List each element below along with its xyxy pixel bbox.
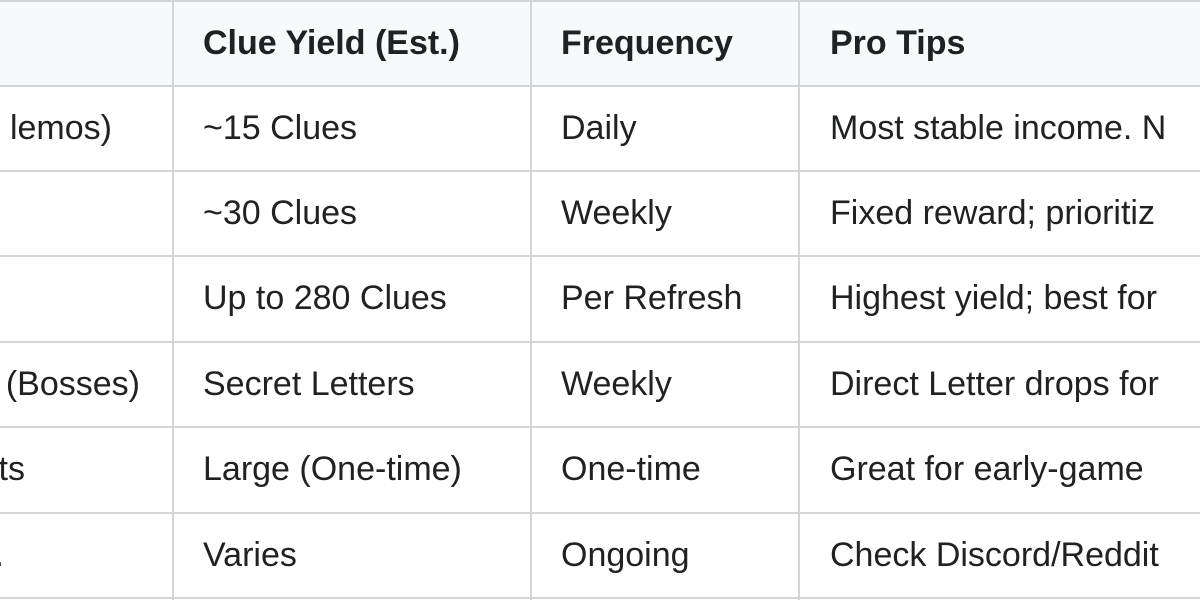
source-cell: ts xyxy=(0,450,25,488)
frequency-cell: Weekly xyxy=(561,194,672,232)
yield-cell: ~15 Clues xyxy=(203,109,358,147)
frequency-cell: One-time xyxy=(561,450,701,488)
source-cell: (Bosses) xyxy=(5,365,140,403)
divider xyxy=(0,597,1200,599)
yield-cell: Secret Letters xyxy=(203,365,415,403)
tips-cell: Fixed reward; prioritiz xyxy=(830,194,1155,232)
frequency-cell: Weekly xyxy=(561,365,672,403)
divider xyxy=(798,0,800,600)
tips-cell: Great for early-game xyxy=(830,450,1144,488)
frequency-cell: Per Refresh xyxy=(561,279,743,317)
divider xyxy=(0,255,1200,257)
divider xyxy=(0,85,1200,87)
header-clue-yield: Clue Yield (Est.) xyxy=(203,24,460,62)
divider xyxy=(0,170,1200,172)
source-cell: . xyxy=(0,535,4,575)
source-cell: lemos) xyxy=(9,109,112,147)
tips-cell: Direct Letter drops for xyxy=(830,365,1159,403)
yield-cell: Up to 280 Clues xyxy=(203,279,447,317)
tips-cell: Check Discord/Reddit xyxy=(830,536,1159,574)
yield-cell: Large (One-time) xyxy=(203,450,462,488)
header-pro-tips: Pro Tips xyxy=(830,24,966,62)
header-frequency: Frequency xyxy=(561,24,733,62)
table-header-row xyxy=(0,0,1200,86)
divider xyxy=(0,512,1200,514)
frequency-cell: Daily xyxy=(561,109,637,147)
divider xyxy=(530,0,532,600)
divider xyxy=(0,426,1200,428)
tips-cell: Most stable income. N xyxy=(830,109,1167,147)
yield-cell: ~30 Clues xyxy=(203,194,358,232)
divider xyxy=(0,341,1200,343)
divider xyxy=(0,0,1200,2)
tips-cell: Highest yield; best for xyxy=(830,279,1157,317)
frequency-cell: Ongoing xyxy=(561,536,690,574)
yield-cell: Varies xyxy=(203,536,297,574)
divider xyxy=(172,0,174,600)
